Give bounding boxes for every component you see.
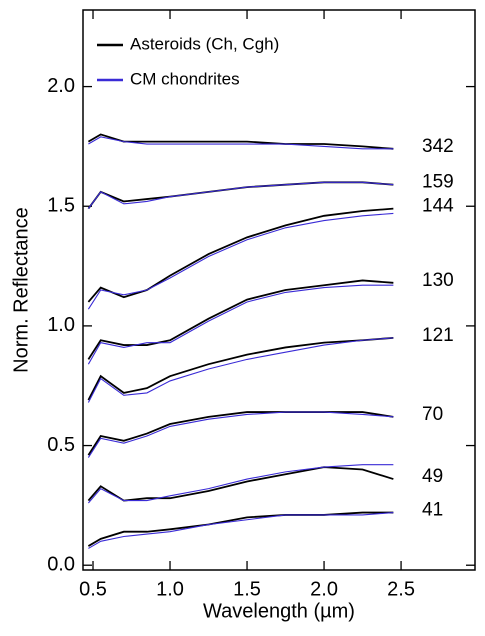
x-tick-label: 2.0 [310, 578, 338, 600]
y-axis-label: Norm. Reflectance [10, 207, 32, 373]
cm-line [87, 181, 394, 209]
series-label: 41 [422, 500, 443, 521]
cm-line [88, 512, 394, 549]
series-label: 130 [422, 270, 454, 291]
asteroid-line [87, 411, 394, 456]
x-tick-label: 1.5 [233, 578, 261, 600]
series-label: 144 [422, 196, 454, 217]
x-tick-label: 2.5 [387, 578, 415, 600]
y-tick-label: 2.0 [47, 75, 75, 97]
asteroid-line [87, 466, 394, 502]
x-tick-label: 0.5 [79, 578, 107, 600]
cm-line [87, 337, 394, 403]
plot-frame [82, 9, 476, 571]
asteroid-line [87, 181, 394, 210]
cm-line [87, 411, 394, 458]
y-tick-label: 1.0 [47, 314, 75, 336]
y-tick-label: 0.5 [47, 434, 75, 456]
asteroid-line [87, 133, 394, 150]
asteroid-line [87, 207, 394, 303]
asteroid-line [87, 279, 394, 360]
cm-line [87, 212, 394, 310]
x-axis-label: Wavelength (µm) [203, 600, 355, 622]
cm-line [88, 136, 394, 150]
series-label: 342 [422, 136, 454, 157]
cm-line [87, 284, 394, 365]
series-label: 70 [422, 404, 443, 425]
series-label: 49 [422, 466, 443, 487]
y-tick-label: 1.5 [47, 195, 75, 217]
cm-line [87, 464, 394, 504]
asteroid-line [87, 336, 394, 401]
series-label: 159 [422, 172, 454, 193]
legend-label: Asteroids (Ch, Cgh) [130, 34, 279, 53]
y-tick-label: 0.0 [47, 553, 75, 575]
series-label: 121 [422, 325, 454, 346]
x-tick-label: 1.0 [156, 578, 184, 600]
legend-label: CM chondrites [130, 69, 240, 88]
asteroid-line [87, 511, 394, 547]
